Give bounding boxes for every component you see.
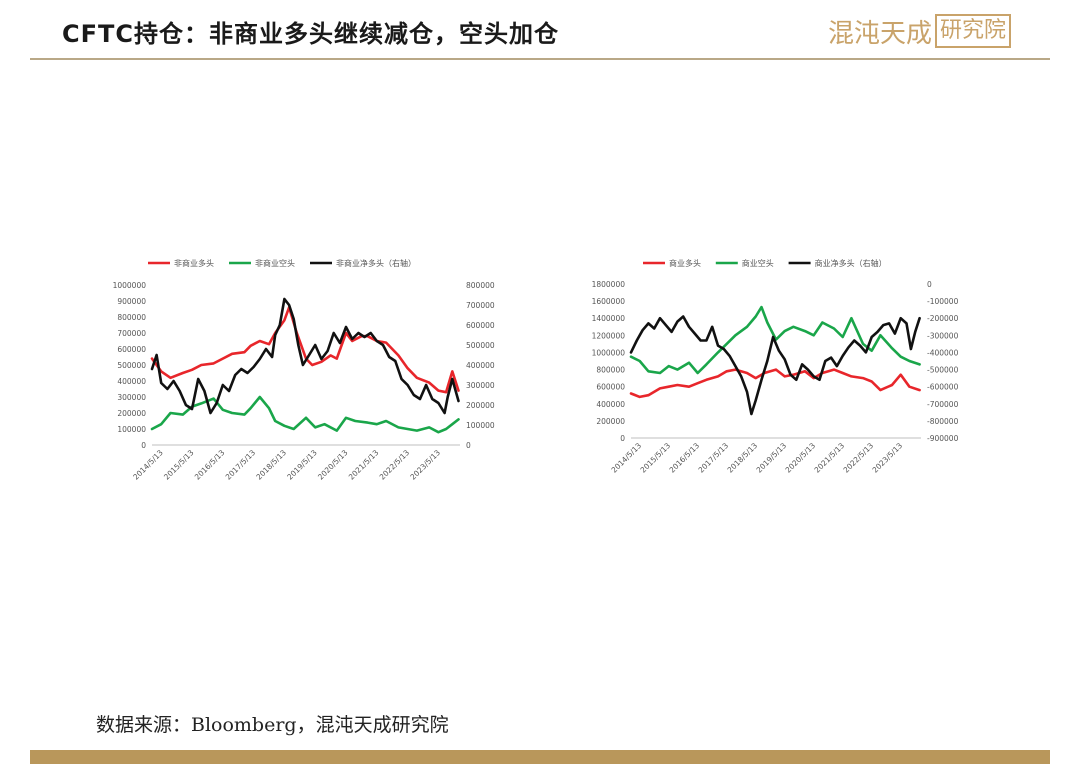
y-left-tick-6: 600000 [117, 345, 146, 354]
y-right-tick-7: 700000 [466, 301, 495, 310]
y-right-tick-9: -900000 [927, 434, 959, 443]
x-tick-9: 2023/5/13 [871, 441, 905, 475]
chart-noncommercial-svg: 非商业多头 非商业空头 非商业净多头（右轴） 0 100000 200000 300000 4… [113, 258, 495, 482]
logo-text: 混沌天成 [828, 18, 933, 49]
y-right-tick-5: 500000 [466, 341, 495, 350]
series-line-2 [629, 315, 921, 416]
page-title: CFTC持仓：非商业多头继续减仓，空头加仓 [62, 20, 559, 48]
logo-boxed-text: 研究院 [935, 14, 1012, 48]
y-left-tick-0: 0 [620, 434, 625, 443]
y-left-tick-7: 1400000 [592, 314, 626, 323]
y-right-tick-7: -700000 [927, 400, 959, 409]
x-tick-2: 2016/5/13 [193, 448, 227, 482]
x-tick-4: 2018/5/13 [726, 441, 760, 475]
x-tick-5: 2019/5/13 [755, 441, 789, 475]
x-tick-8: 2022/5/13 [378, 448, 412, 482]
y-left-tick-3: 600000 [596, 383, 625, 392]
x-tick-0: 2014/5/13 [610, 441, 644, 475]
x-tick-7: 2021/5/13 [813, 441, 847, 475]
x-tick-1: 2015/5/13 [162, 448, 196, 482]
x-tick-6: 2020/5/13 [316, 448, 350, 482]
y-left-tick-8: 1600000 [592, 297, 626, 306]
y-right-tick-8: 800000 [466, 281, 495, 290]
chart-commercial-positions: 商业多头 商业空头 商业净多头（右轴） 0 200000 400000 600000 8000… [583, 245, 973, 510]
y-right-tick-1: -100000 [927, 297, 959, 306]
y-right-tick-3: 300000 [466, 381, 495, 390]
y-left-tick-4: 800000 [596, 366, 625, 375]
footer-bar [30, 750, 1050, 764]
y-left-tick-5: 500000 [117, 361, 146, 370]
legend-label-1: 非商业空头 [255, 258, 295, 268]
y-right-tick-3: -300000 [927, 331, 959, 340]
y-left-tick-2: 200000 [117, 409, 146, 418]
y-left-tick-5: 1000000 [592, 348, 626, 357]
legend-label-0: 非商业多头 [174, 258, 214, 268]
y-right-tick-2: 200000 [466, 401, 495, 410]
y-right-tick-0: 0 [466, 441, 471, 450]
series-line-2 [150, 297, 460, 415]
x-tick-4: 2018/5/13 [254, 448, 288, 482]
series-line-1 [150, 395, 460, 434]
header-divider [30, 58, 1050, 60]
x-tick-9: 2023/5/13 [408, 448, 442, 482]
x-tick-5: 2019/5/13 [285, 448, 319, 482]
y-left-tick-1: 200000 [596, 417, 625, 426]
y-right-tick-2: -200000 [927, 314, 959, 323]
y-left-tick-10: 1000000 [113, 281, 147, 290]
y-left-tick-9: 900000 [117, 297, 146, 306]
company-logo: 混沌天成 研究院 [828, 12, 1012, 50]
y-left-tick-0: 0 [141, 441, 146, 450]
x-tick-8: 2022/5/13 [842, 441, 876, 475]
y-left-tick-4: 400000 [117, 377, 146, 386]
series-line-1 [629, 305, 921, 375]
series-line-0 [150, 306, 460, 394]
chart-commercial-svg: 商业多头 商业空头 商业净多头（右轴） 0 200000 400000 600000 8000… [592, 258, 959, 475]
chart-noncommercial-positions: 非商业多头 非商业空头 非商业净多头（右轴） 0 100000 200000 300000 4… [100, 245, 500, 510]
series-line-0 [629, 368, 921, 399]
y-right-tick-5: -500000 [927, 366, 959, 375]
legend-label-0: 商业多头 [669, 258, 701, 268]
y-right-tick-6: 600000 [466, 321, 495, 330]
x-tick-7: 2021/5/13 [347, 448, 381, 482]
x-tick-6: 2020/5/13 [784, 441, 818, 475]
x-tick-2: 2016/5/13 [668, 441, 702, 475]
y-right-tick-1: 100000 [466, 421, 495, 430]
data-source-note: 数据来源：Bloomberg，混沌天成研究院 [96, 714, 449, 736]
y-right-tick-4: 400000 [466, 361, 495, 370]
legend-label-2: 非商业净多头（右轴） [336, 258, 416, 268]
y-left-tick-7: 700000 [117, 329, 146, 338]
y-right-tick-8: -800000 [927, 417, 959, 426]
y-left-tick-2: 400000 [596, 400, 625, 409]
x-tick-3: 2017/5/13 [697, 441, 731, 475]
legend-label-2: 商业净多头（右轴） [815, 258, 887, 268]
x-tick-3: 2017/5/13 [224, 448, 258, 482]
y-left-tick-8: 800000 [117, 313, 146, 322]
x-tick-1: 2015/5/13 [639, 441, 673, 475]
y-left-tick-1: 100000 [117, 425, 146, 434]
y-left-tick-6: 1200000 [592, 331, 626, 340]
y-right-tick-4: -400000 [927, 348, 959, 357]
y-right-tick-6: -600000 [927, 383, 959, 392]
y-left-tick-3: 300000 [117, 393, 146, 402]
y-right-tick-0: 0 [927, 280, 932, 289]
x-tick-0: 2014/5/13 [131, 448, 165, 482]
y-left-tick-9: 1800000 [592, 280, 626, 289]
legend-label-1: 商业空头 [742, 258, 774, 268]
